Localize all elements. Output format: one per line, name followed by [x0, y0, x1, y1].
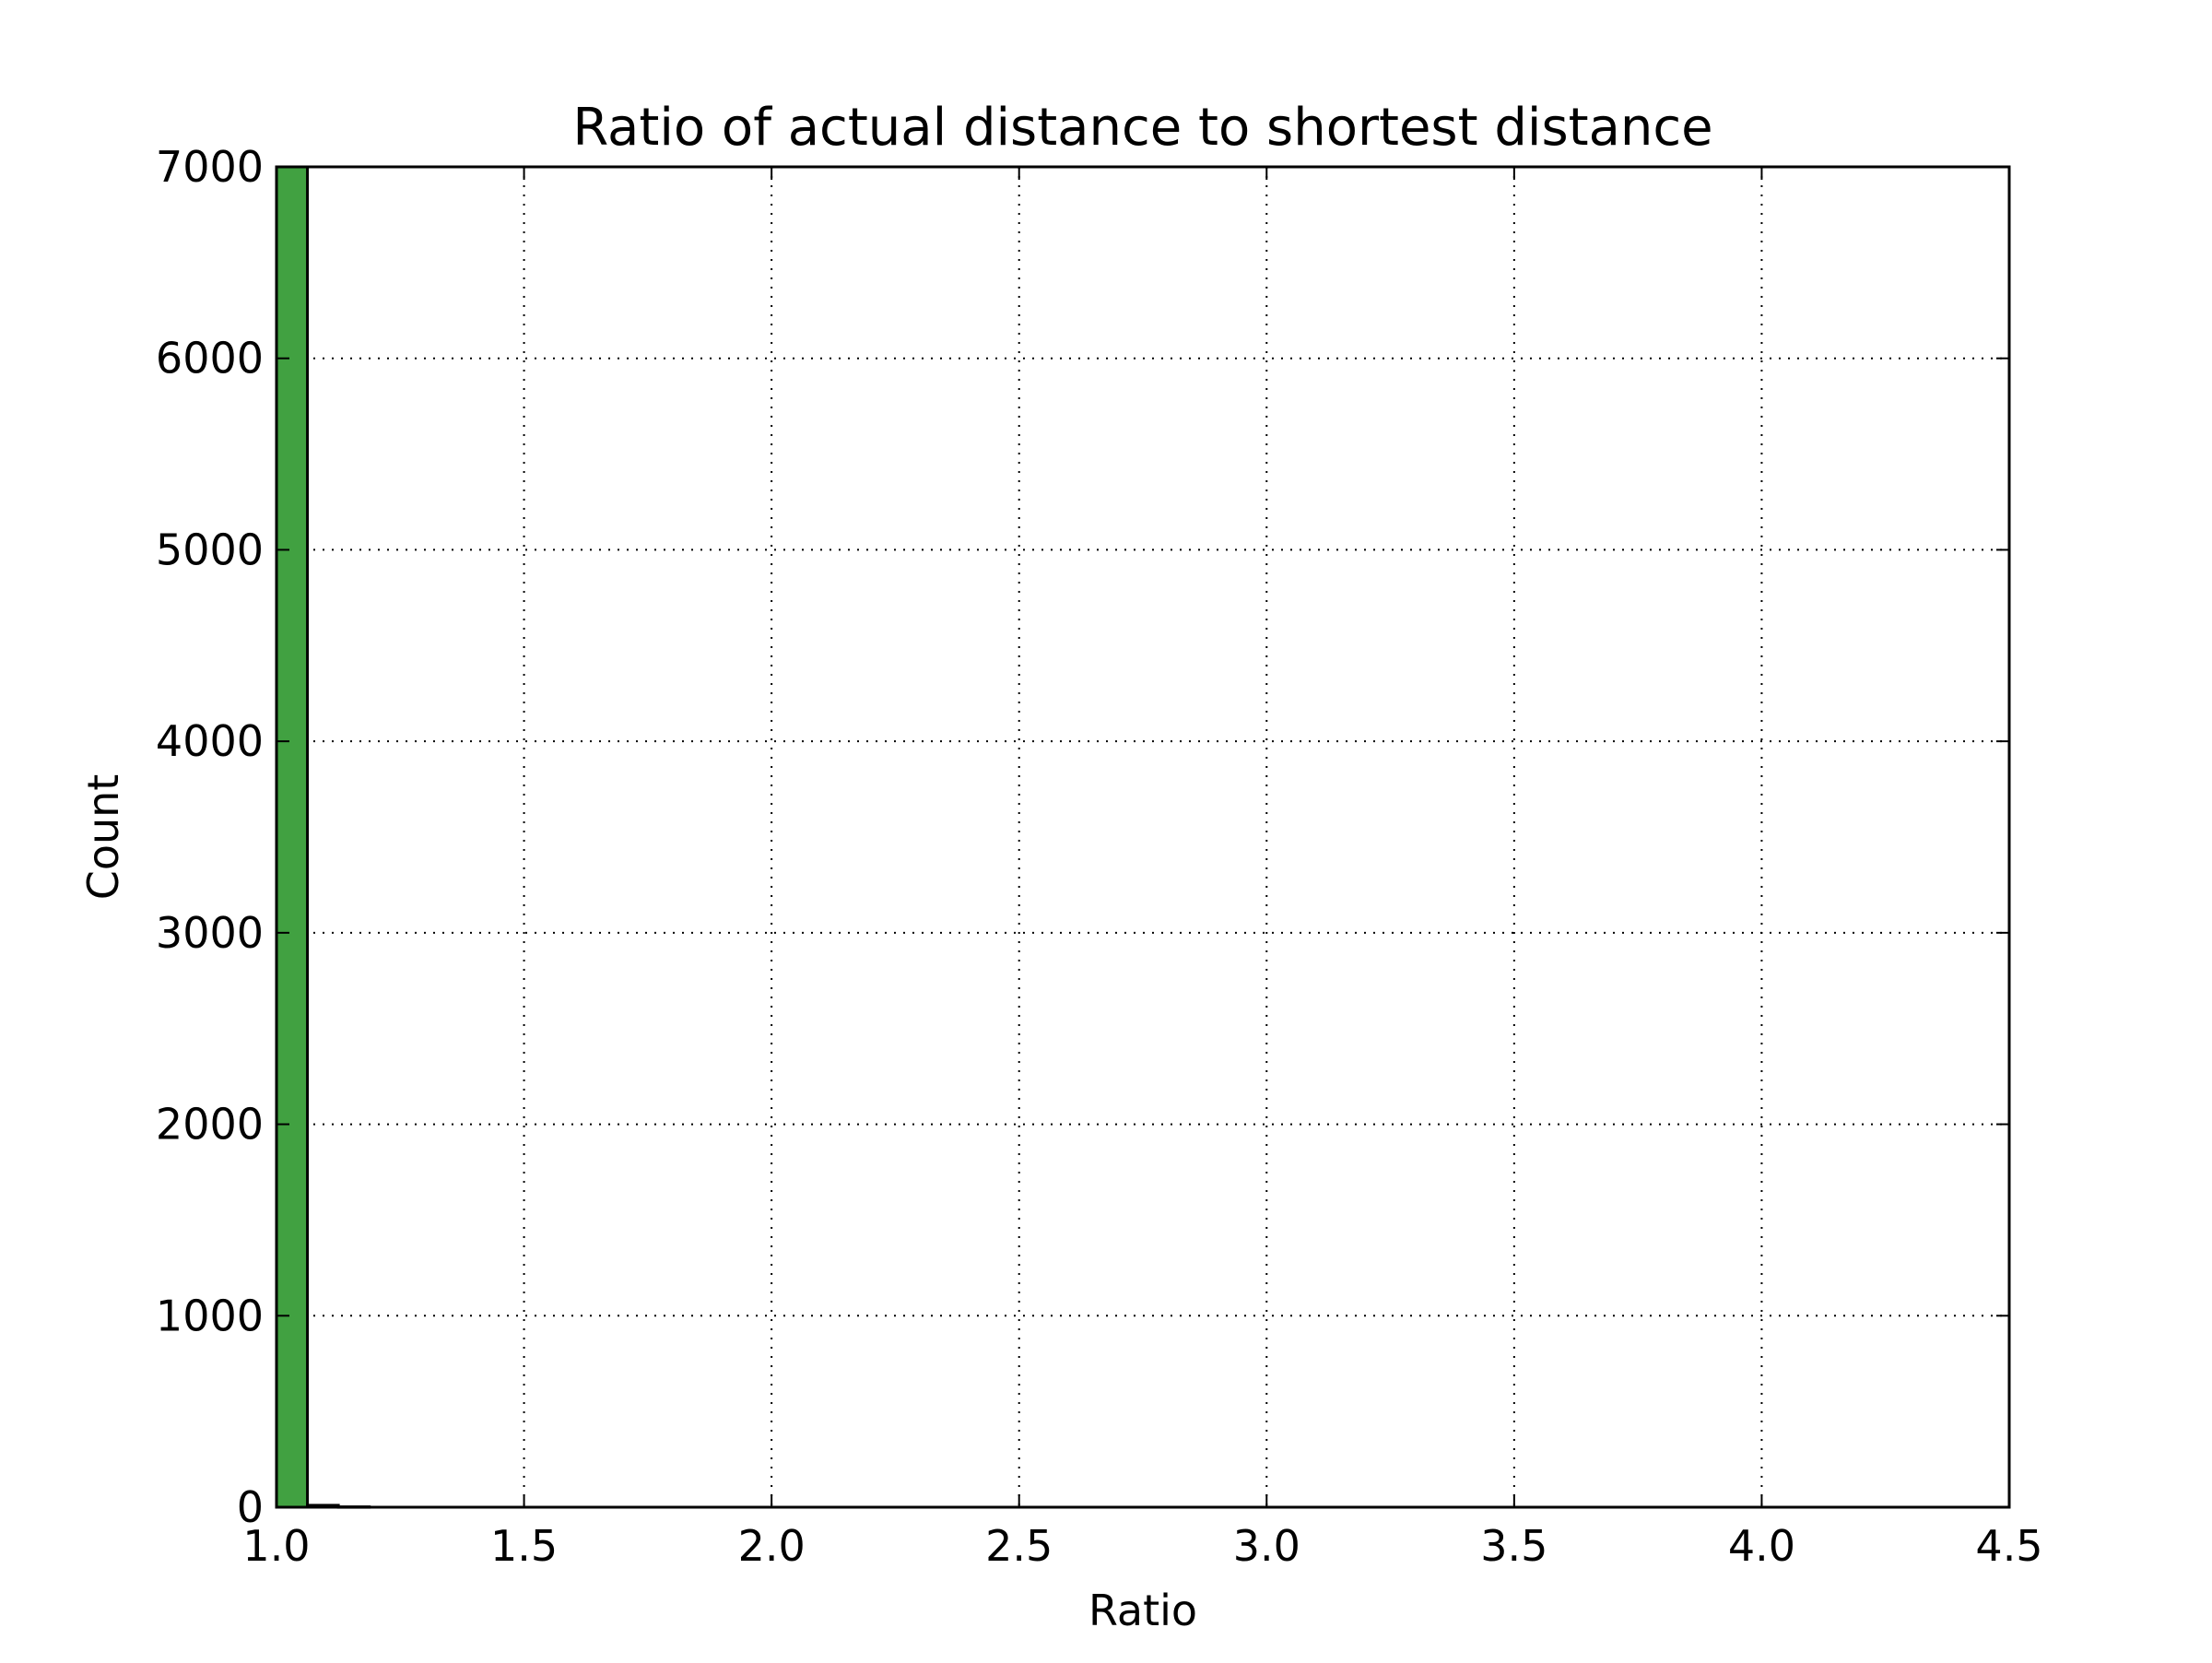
x-axis-label: Ratio	[1088, 1586, 1197, 1635]
y-axis-label: Count	[78, 774, 128, 901]
x-tick-label: 1.0	[242, 1521, 310, 1571]
x-tick-label: 3.0	[1233, 1521, 1300, 1571]
chart-title: Ratio of actual distance to shortest dis…	[572, 98, 1712, 158]
x-tick-label: 4.0	[1728, 1521, 1795, 1571]
y-tick-label: 3000	[156, 908, 264, 958]
tick-labels: 1.0 1.5 2.0 2.5 3.0 3.5 4.0 4.5 0 1000 2000 3000 400…	[156, 142, 2043, 1571]
x-tick-label: 3.5	[1480, 1521, 1547, 1571]
grid-lines	[276, 167, 2009, 1507]
y-tick-label: 4000	[156, 716, 264, 766]
y-tick-label: 5000	[156, 525, 264, 574]
y-tick-label: 2000	[156, 1100, 264, 1150]
y-tick-label: 1000	[156, 1291, 264, 1340]
histogram-bars	[275, 165, 371, 1509]
axis-ticks	[276, 166, 2010, 1508]
x-tick-label: 1.5	[490, 1521, 558, 1571]
x-tick-label: 2.0	[738, 1521, 806, 1571]
x-tick-label: 4.5	[1975, 1521, 2042, 1571]
y-tick-label: 0	[237, 1482, 264, 1532]
y-tick-label: 7000	[156, 142, 264, 192]
plot-frame	[275, 165, 2011, 1509]
x-tick-label: 2.5	[985, 1521, 1053, 1571]
y-tick-label: 6000	[156, 334, 264, 383]
histogram-bar	[275, 165, 310, 1509]
